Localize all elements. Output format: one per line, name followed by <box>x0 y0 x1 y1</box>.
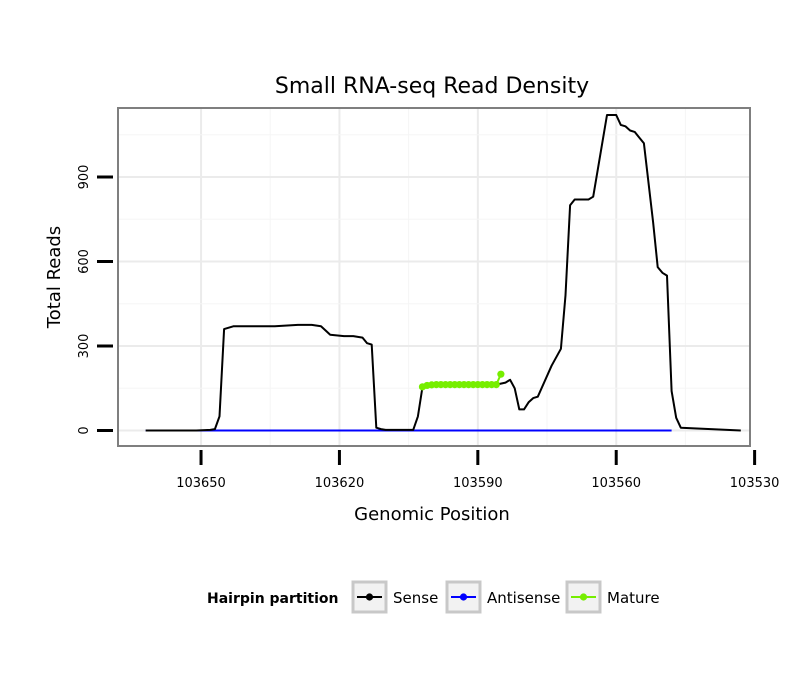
y-tick-label: 900 <box>77 165 92 190</box>
series-layer <box>145 114 741 432</box>
y-tick-label: 600 <box>77 249 92 274</box>
x-tick-label: 103650 <box>176 476 226 491</box>
y-tick-label: 300 <box>77 334 92 359</box>
sense-legend-label: Sense <box>393 589 438 607</box>
gridlines <box>118 108 750 446</box>
legend: Hairpin partition Sense Antisense Mature <box>207 580 660 614</box>
plot-panel <box>118 108 750 446</box>
x-tick-label: 103590 <box>453 476 503 491</box>
x-tick-label: 103620 <box>315 476 365 491</box>
sense-series-line <box>145 114 741 432</box>
antisense-legend-label: Antisense <box>487 589 560 607</box>
y-axis: 0 300 600 900 <box>77 165 113 435</box>
mature-legend-marker <box>579 593 588 601</box>
x-axis: 103650 103620 103590 103560 103530 <box>176 450 779 491</box>
mature-point <box>492 380 500 389</box>
y-tick-label: 0 <box>77 426 92 434</box>
x-tick-label: 103560 <box>591 476 641 491</box>
x-axis-title: Genomic Position <box>354 504 510 525</box>
sense-legend-marker <box>365 593 374 601</box>
x-tick-label: 103530 <box>730 476 780 491</box>
legend-title: Hairpin partition <box>207 591 338 607</box>
plot-border <box>117 107 751 447</box>
y-axis-title: Total Reads <box>44 226 65 329</box>
chart-title: Small RNA-seq Read Density <box>275 74 589 99</box>
mature-point <box>497 370 505 378</box>
mature-legend-label: Mature <box>607 589 660 607</box>
antisense-legend-marker <box>459 593 468 601</box>
